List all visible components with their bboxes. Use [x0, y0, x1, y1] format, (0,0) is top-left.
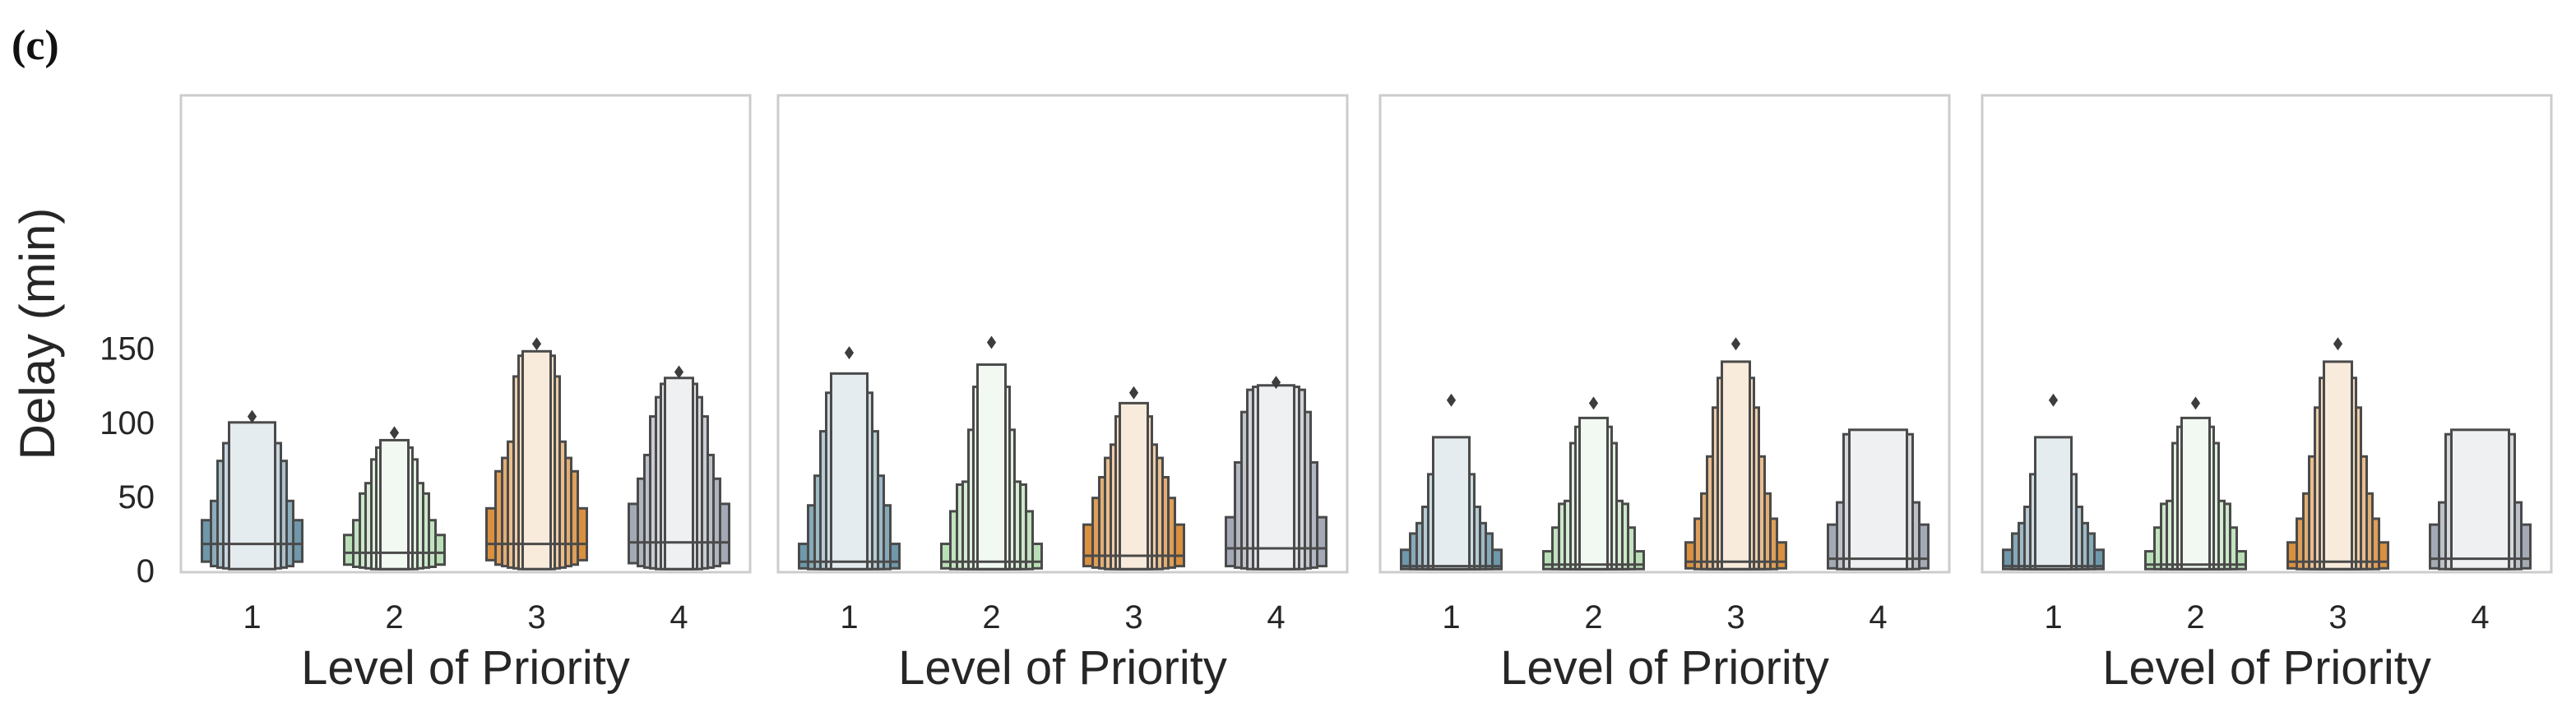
chart-panels: 1 2 3 4 Level of Priority 0 50 100 150 Delay (min… [10, 94, 2553, 695]
x-tick-label-1: 1 [2044, 599, 2062, 635]
x-axis-title: Level of Priority [1500, 641, 1829, 695]
x-tick-label-3: 3 [2328, 599, 2347, 635]
chart-panel-3: 1 2 3 4 Level of Priority [1378, 94, 1951, 695]
chart-panel-2: 1 2 3 4 Level of Priority [776, 94, 1349, 695]
x-tick-label-3: 3 [527, 599, 545, 635]
box-level-3-7 [1721, 360, 1751, 571]
outlier-marker-3-1 [1730, 337, 1741, 351]
outlier-marker-1-1 [2048, 393, 2059, 407]
y-tick-label-100: 100 [100, 405, 155, 441]
box-level-3-7 [2323, 360, 2353, 571]
outlier-marker-3-1 [2333, 337, 2343, 351]
x-tick-label-2: 2 [1584, 599, 1602, 635]
x-tick-label-4: 4 [669, 599, 688, 635]
box-level-2-7 [976, 363, 1007, 571]
outlier-marker-1-1 [247, 409, 257, 423]
x-tick-label-1: 1 [1442, 599, 1460, 635]
x-tick-label-3: 3 [1124, 599, 1142, 635]
outlier-marker-2-1 [389, 426, 400, 440]
box-level-2-7 [1578, 416, 1609, 571]
x-tick-label-4: 4 [1869, 599, 1887, 635]
panel-label: (c) [12, 22, 59, 69]
x-tick-label-1: 1 [840, 599, 858, 635]
x-tick-label-2: 2 [2186, 599, 2204, 635]
x-axis-title: Level of Priority [301, 641, 630, 695]
x-tick-label-2: 2 [385, 599, 403, 635]
outlier-marker-1-1 [844, 346, 855, 360]
box-level-3-7 [1119, 401, 1149, 571]
outlier-marker-3-1 [1128, 386, 1139, 400]
x-tick-label-4: 4 [1267, 599, 1285, 635]
box-level-4-4 [1848, 428, 1908, 571]
box-level-4-6 [1257, 384, 1295, 571]
box-level-1-6 [2034, 436, 2073, 571]
outlier-marker-1-1 [1446, 393, 1457, 407]
box-level-4-4 [2450, 428, 2510, 571]
box-level-2-7 [2180, 416, 2211, 571]
box-level-2-7 [379, 438, 410, 571]
y-tick-label-150: 150 [100, 331, 155, 367]
x-tick-label-1: 1 [243, 599, 261, 635]
chart-panel-1: 1 2 3 4 Level of Priority 0 50 100 150 Delay (min… [10, 94, 752, 695]
x-axis-title: Level of Priority [898, 641, 1227, 695]
x-tick-label-2: 2 [982, 599, 1000, 635]
box-level-1-5 [228, 421, 276, 571]
outlier-marker-2-1 [2190, 396, 2201, 410]
box-level-4-7 [664, 377, 694, 571]
box-level-1-6 [1432, 436, 1471, 571]
y-tick-label-0: 0 [137, 553, 155, 589]
box-level-3-7 [521, 349, 552, 571]
chart-panel-4: 1 2 3 4 Level of Priority [1981, 94, 2553, 695]
outlier-marker-4-1 [674, 365, 684, 379]
x-tick-label-3: 3 [1726, 599, 1744, 635]
x-axis-title: Level of Priority [2102, 641, 2431, 695]
x-tick-label-4: 4 [2471, 599, 2489, 635]
outlier-marker-3-1 [531, 337, 542, 351]
box-level-1-6 [830, 372, 869, 571]
outlier-marker-4-1 [1271, 376, 1281, 390]
y-axis-title: Delay (min) [10, 208, 65, 460]
outlier-marker-2-1 [986, 335, 997, 349]
y-tick-label-50: 50 [118, 479, 155, 515]
outlier-marker-2-1 [1588, 396, 1599, 410]
